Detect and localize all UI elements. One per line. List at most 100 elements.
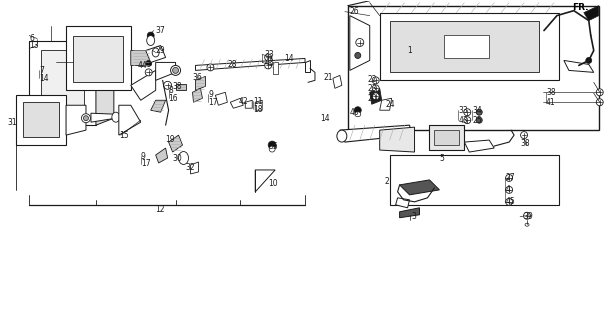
Ellipse shape — [372, 93, 379, 100]
Polygon shape — [192, 88, 202, 102]
Polygon shape — [156, 148, 168, 163]
Text: 38: 38 — [173, 82, 182, 91]
Polygon shape — [66, 26, 131, 90]
Text: 14: 14 — [284, 54, 294, 63]
Polygon shape — [66, 105, 86, 135]
Polygon shape — [350, 16, 370, 70]
Text: 43: 43 — [264, 58, 274, 67]
Polygon shape — [379, 127, 415, 152]
Text: 40: 40 — [350, 108, 360, 117]
Polygon shape — [434, 130, 459, 145]
Ellipse shape — [596, 89, 603, 96]
Text: 15: 15 — [119, 131, 129, 140]
Text: 39: 39 — [523, 212, 533, 221]
Polygon shape — [91, 113, 116, 122]
Polygon shape — [379, 13, 559, 80]
Text: 14: 14 — [320, 114, 330, 123]
Polygon shape — [196, 76, 205, 90]
Ellipse shape — [355, 112, 361, 117]
Ellipse shape — [147, 36, 154, 45]
Text: 38: 38 — [520, 139, 530, 148]
Text: 28: 28 — [228, 60, 237, 69]
Text: 14: 14 — [39, 74, 49, 83]
Ellipse shape — [476, 109, 482, 115]
Text: 11: 11 — [253, 97, 263, 106]
Text: 18: 18 — [253, 105, 263, 114]
Text: 30: 30 — [173, 154, 182, 163]
Text: 23: 23 — [368, 84, 378, 93]
Ellipse shape — [81, 114, 90, 123]
Ellipse shape — [372, 85, 379, 92]
Polygon shape — [348, 6, 599, 130]
Ellipse shape — [207, 64, 214, 71]
Text: 21: 21 — [324, 73, 333, 82]
Polygon shape — [131, 70, 156, 100]
Polygon shape — [400, 180, 440, 195]
Text: 10: 10 — [268, 180, 278, 188]
Ellipse shape — [464, 109, 471, 116]
Text: 37: 37 — [156, 26, 165, 35]
Ellipse shape — [476, 117, 482, 123]
Polygon shape — [151, 100, 165, 112]
Ellipse shape — [264, 54, 272, 61]
Polygon shape — [191, 162, 199, 174]
Ellipse shape — [145, 69, 152, 76]
Polygon shape — [379, 98, 392, 110]
Polygon shape — [584, 6, 599, 20]
Text: 43: 43 — [458, 116, 468, 125]
Text: 19: 19 — [165, 135, 175, 144]
Ellipse shape — [585, 58, 592, 63]
Ellipse shape — [264, 62, 272, 69]
Text: 34: 34 — [472, 106, 482, 115]
Polygon shape — [175, 84, 186, 90]
Ellipse shape — [506, 186, 513, 193]
Ellipse shape — [84, 116, 89, 121]
Text: 6: 6 — [30, 34, 34, 43]
Polygon shape — [390, 20, 539, 72]
Polygon shape — [169, 135, 183, 152]
Polygon shape — [119, 105, 141, 135]
Polygon shape — [273, 62, 278, 74]
Ellipse shape — [178, 152, 189, 164]
Ellipse shape — [355, 52, 361, 59]
Text: 26: 26 — [350, 7, 359, 16]
Ellipse shape — [269, 146, 275, 152]
Text: 1: 1 — [408, 46, 412, 55]
Polygon shape — [305, 60, 310, 72]
Ellipse shape — [520, 132, 528, 139]
Text: 20: 20 — [368, 94, 378, 103]
Polygon shape — [23, 102, 59, 137]
Text: 13: 13 — [30, 41, 39, 50]
Text: 5: 5 — [440, 154, 444, 163]
Ellipse shape — [337, 130, 347, 142]
Polygon shape — [245, 100, 252, 108]
Ellipse shape — [354, 107, 361, 114]
Text: 9: 9 — [208, 90, 213, 99]
Ellipse shape — [170, 65, 181, 76]
Text: 33: 33 — [458, 106, 468, 115]
Polygon shape — [131, 51, 156, 65]
Text: 25: 25 — [472, 116, 482, 125]
Polygon shape — [231, 98, 244, 108]
Ellipse shape — [356, 38, 363, 46]
Polygon shape — [146, 45, 165, 62]
Ellipse shape — [147, 32, 154, 39]
Polygon shape — [215, 92, 228, 105]
Polygon shape — [73, 36, 123, 82]
Polygon shape — [41, 51, 84, 115]
Text: 8: 8 — [169, 86, 173, 95]
Ellipse shape — [596, 99, 603, 106]
Text: FR.: FR. — [572, 3, 589, 12]
Text: 42: 42 — [238, 97, 248, 106]
Text: 38: 38 — [546, 88, 555, 97]
Text: 31: 31 — [7, 118, 17, 127]
Text: 41: 41 — [546, 98, 555, 107]
Text: 17: 17 — [208, 98, 218, 107]
Ellipse shape — [525, 223, 529, 226]
Polygon shape — [390, 155, 559, 205]
Polygon shape — [395, 198, 410, 208]
Ellipse shape — [146, 60, 152, 67]
Ellipse shape — [268, 141, 276, 149]
Polygon shape — [196, 59, 305, 70]
Polygon shape — [16, 95, 66, 145]
